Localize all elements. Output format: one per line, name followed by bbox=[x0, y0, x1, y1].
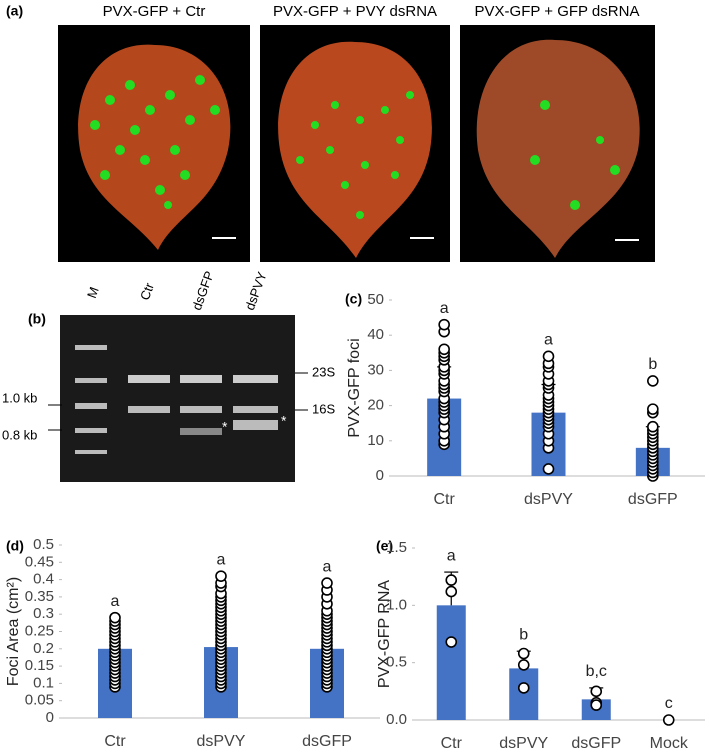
y-tick-label: 1.0 bbox=[386, 596, 407, 613]
significance-letter: a bbox=[544, 332, 553, 349]
y-tick-label: 0.5 bbox=[33, 536, 54, 553]
data-point bbox=[517, 682, 530, 694]
y-tick-label: 0.3 bbox=[33, 605, 54, 622]
data-point bbox=[647, 420, 659, 433]
gel-image bbox=[60, 315, 295, 482]
panel-label: (c) bbox=[345, 291, 362, 307]
leaf bbox=[278, 41, 432, 258]
data-point bbox=[321, 577, 333, 589]
significance-letter: b bbox=[648, 356, 657, 373]
y-tick-label: 0.1 bbox=[33, 674, 54, 691]
data-point bbox=[438, 318, 450, 331]
data-point bbox=[445, 585, 458, 598]
y-tick-label: 0.35 bbox=[25, 588, 54, 605]
leaf bbox=[78, 44, 231, 251]
lane-label: dsGFP bbox=[189, 269, 217, 312]
x-tick-label: dsGFP bbox=[628, 491, 678, 508]
bar bbox=[436, 605, 466, 720]
rrna-marker: 16S bbox=[312, 401, 335, 416]
gel-bands bbox=[75, 345, 278, 454]
significance-letter: a bbox=[217, 551, 226, 568]
y-tick-label: 40 bbox=[367, 326, 384, 343]
size-marker: 1.0 kb bbox=[2, 390, 37, 405]
panel-label: (a) bbox=[6, 3, 23, 19]
y-tick-label: 0.2 bbox=[33, 640, 54, 657]
y-tick-label: 20 bbox=[367, 397, 384, 414]
y-tick-label: 0.15 bbox=[25, 657, 54, 674]
data-point bbox=[517, 647, 530, 660]
y-tick-label: 1.5 bbox=[386, 539, 407, 556]
y-tick-label: 0.0 bbox=[386, 711, 407, 728]
data-point bbox=[542, 350, 555, 363]
lane-label: M bbox=[84, 285, 102, 300]
significance-letter: a bbox=[323, 558, 332, 575]
image-title: PVX-GFP + GFP dsRNA bbox=[475, 3, 640, 20]
significance-letter: b,c bbox=[586, 663, 607, 680]
data-point bbox=[662, 714, 675, 726]
data-point bbox=[109, 611, 121, 624]
y-tick-label: 30 bbox=[367, 361, 384, 378]
y-tick-label: 0.4 bbox=[33, 571, 54, 588]
x-tick-label: Ctr bbox=[441, 735, 463, 752]
data-point bbox=[647, 375, 659, 387]
y-tick-label: 10 bbox=[367, 432, 384, 449]
data-point bbox=[215, 570, 227, 582]
data-point bbox=[438, 343, 450, 356]
significance-letter: c bbox=[665, 695, 673, 712]
y-tick-label: 0.25 bbox=[25, 622, 54, 639]
y-tick-label: 0.05 bbox=[25, 692, 54, 709]
data-point bbox=[445, 636, 458, 648]
data-point bbox=[647, 403, 659, 415]
x-tick-label: Ctr bbox=[104, 733, 126, 750]
image-title: PVX-GFP + Ctr bbox=[103, 3, 206, 20]
x-tick-label: dsPVY bbox=[197, 733, 246, 750]
x-tick-label: dsGFP bbox=[571, 735, 621, 752]
lane-label: Ctr bbox=[137, 280, 157, 302]
leaf bbox=[476, 39, 640, 258]
data-point bbox=[590, 685, 603, 698]
panel-label: (b) bbox=[28, 311, 46, 327]
panel-label: (e) bbox=[376, 538, 393, 554]
panel-label: (d) bbox=[6, 538, 24, 554]
panel-a: (a) PVX-GFP + Ctr PVX-GFP + PVY dsRNA PV… bbox=[6, 3, 655, 262]
panel-b: (b) M Ctr dsGFP dsPVY 1.0 kb 0.8 kb 23S … bbox=[2, 269, 335, 482]
x-tick-label: dsPVY bbox=[524, 491, 573, 508]
asterisk: * bbox=[281, 413, 287, 429]
bar bbox=[509, 668, 539, 720]
y-axis-label: PVX-GFP foci bbox=[346, 338, 363, 437]
significance-letter: a bbox=[447, 547, 456, 564]
scale-bars bbox=[212, 237, 639, 241]
data-point bbox=[445, 574, 458, 586]
y-axis-label: PVX-GFP RNA bbox=[376, 580, 393, 689]
data-point bbox=[542, 463, 555, 475]
image-title: PVX-GFP + PVY dsRNA bbox=[273, 3, 437, 20]
rrna-marker: 23S bbox=[312, 364, 335, 379]
lane-label: dsPVY bbox=[242, 269, 270, 312]
x-tick-label: dsGFP bbox=[302, 733, 352, 750]
size-marker: 0.8 kb bbox=[2, 427, 37, 442]
x-tick-label: Mock bbox=[650, 735, 689, 752]
x-tick-label: dsPVY bbox=[499, 735, 548, 752]
y-tick-label: 0 bbox=[376, 467, 384, 484]
significance-letter: a bbox=[440, 300, 449, 317]
significance-letter: a bbox=[111, 593, 120, 610]
y-tick-label: 0.45 bbox=[25, 553, 54, 570]
significance-letter: b bbox=[519, 626, 528, 643]
y-tick-label: 0 bbox=[46, 709, 54, 726]
data-point bbox=[590, 699, 603, 711]
y-axis-label: Foci Area (cm²) bbox=[5, 577, 22, 686]
asterisk: * bbox=[222, 419, 228, 435]
y-tick-label: 50 bbox=[367, 291, 384, 308]
y-tick-label: 0.5 bbox=[386, 654, 407, 671]
gfp-foci bbox=[90, 75, 620, 219]
x-tick-label: Ctr bbox=[434, 491, 456, 508]
data-point bbox=[517, 659, 530, 671]
